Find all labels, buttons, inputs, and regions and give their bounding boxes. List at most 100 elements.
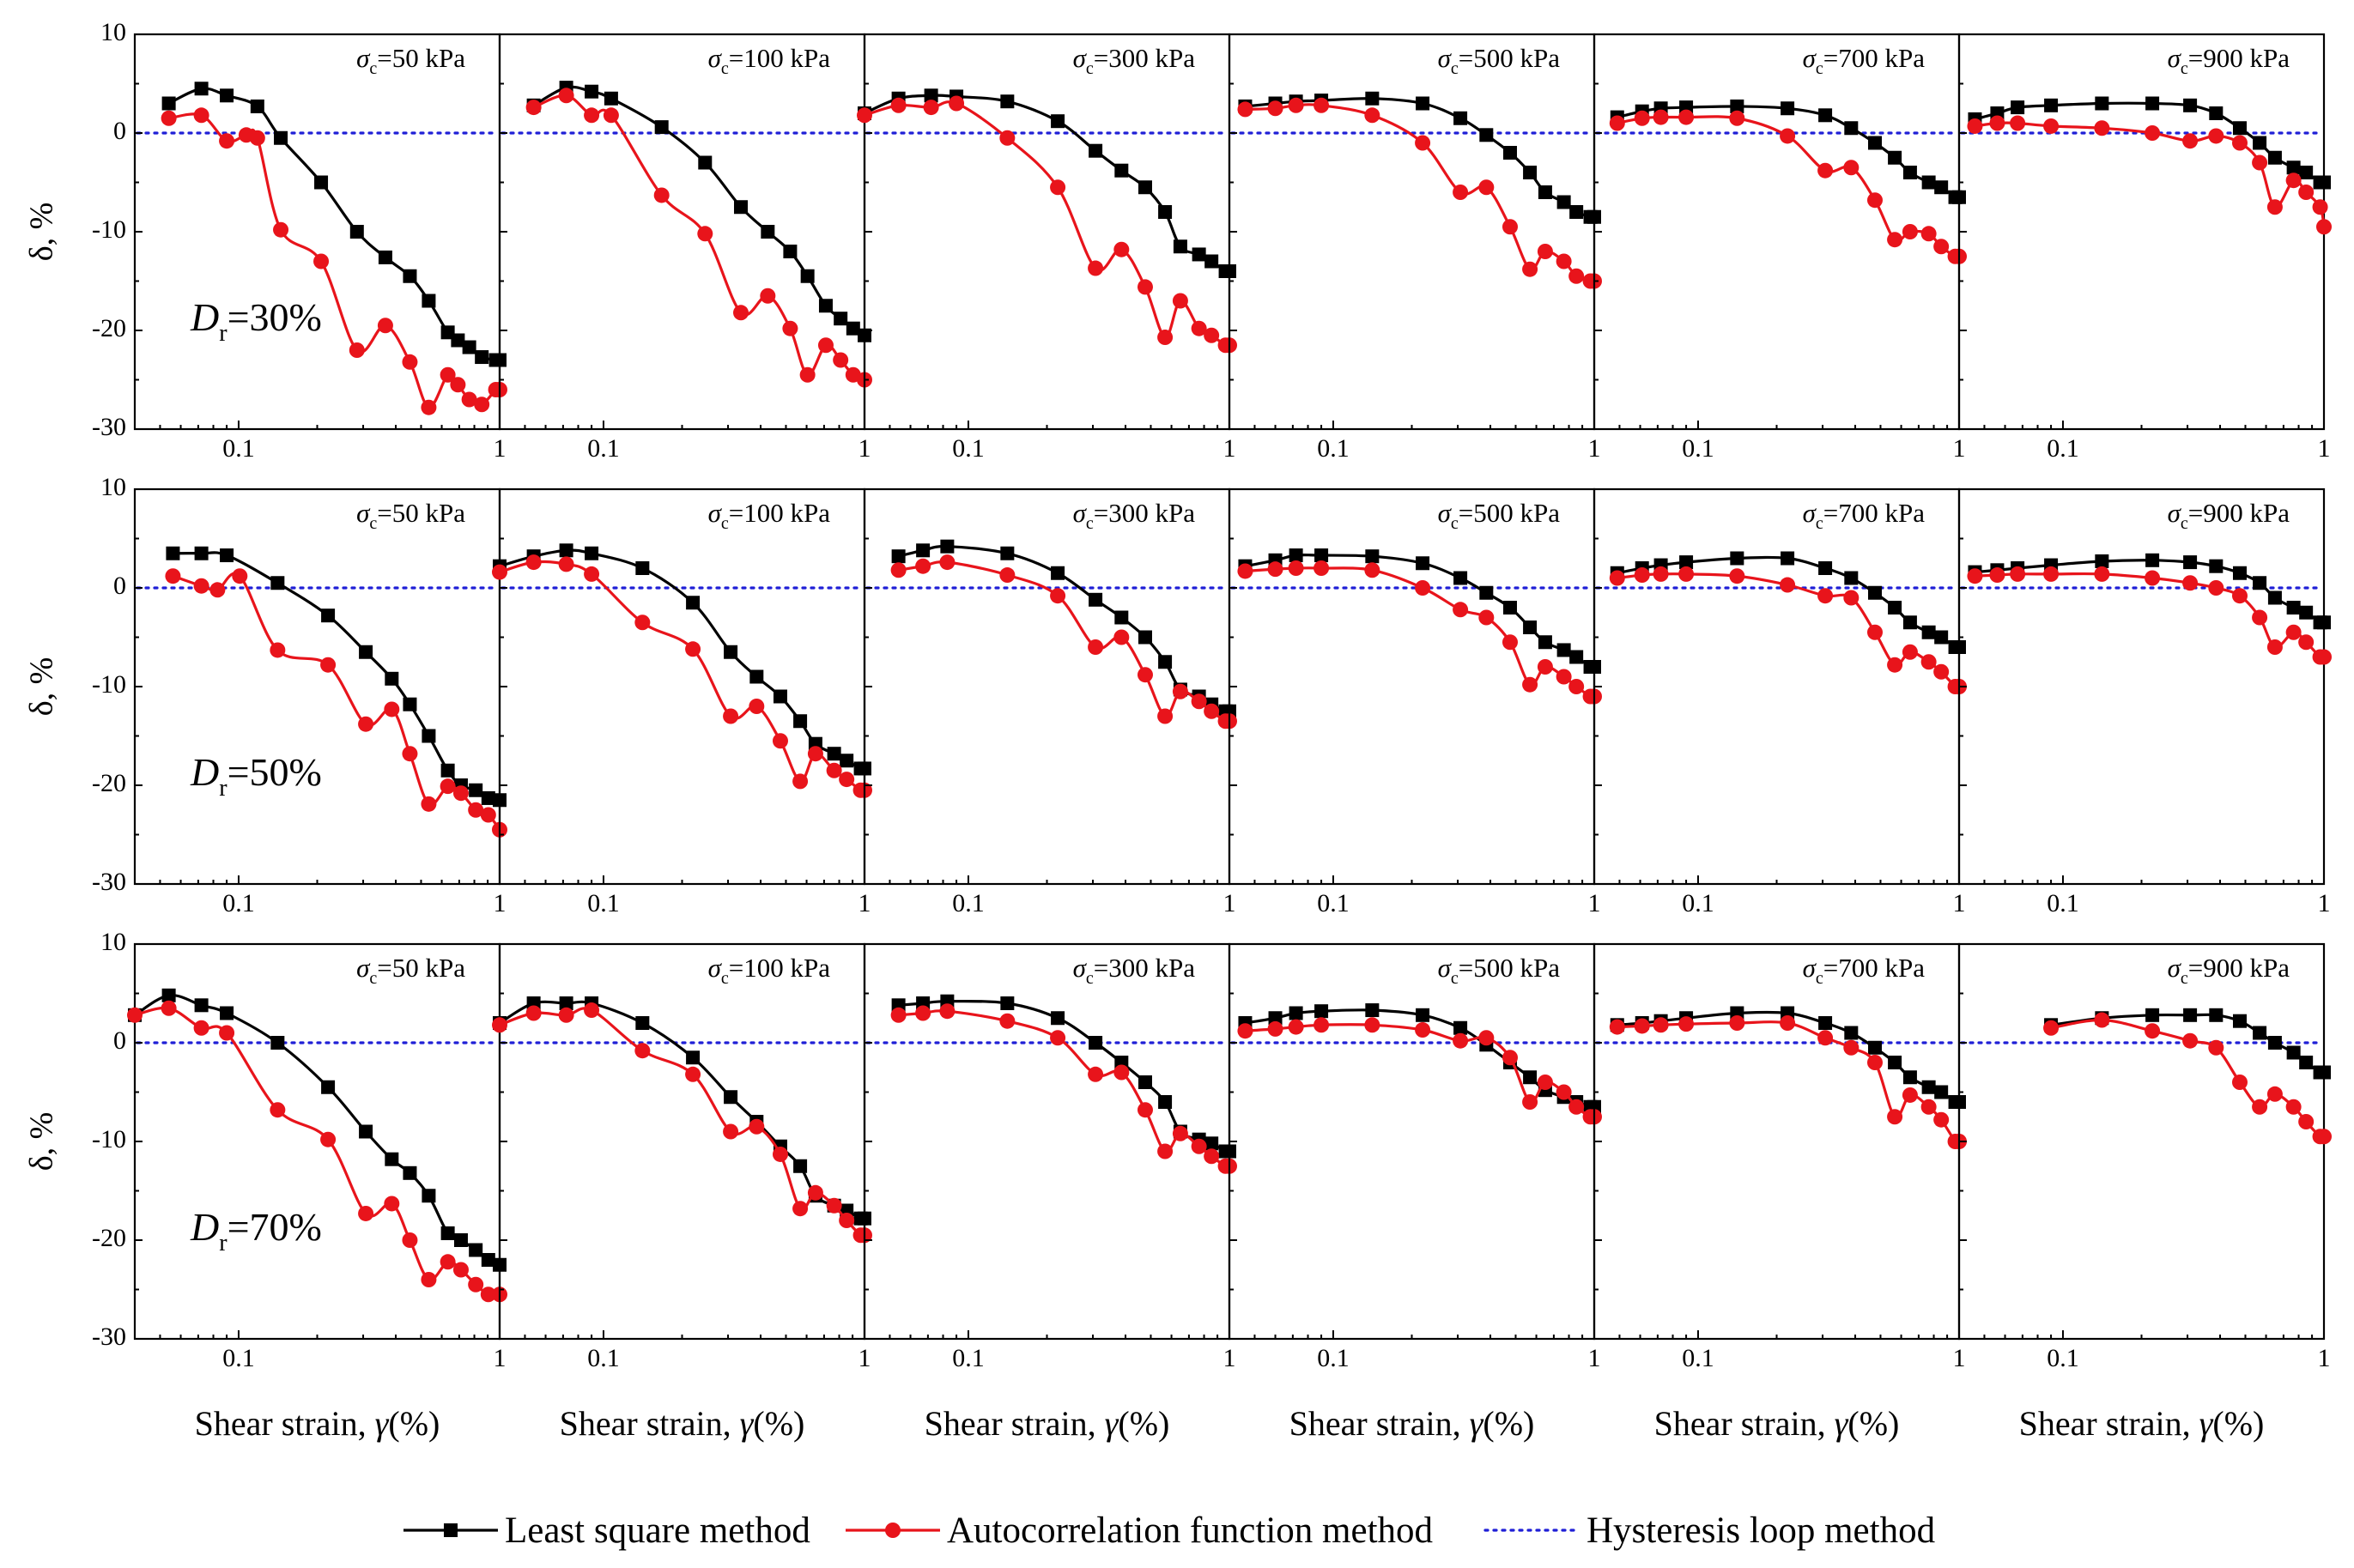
autocorrelation-point: [1989, 115, 2005, 131]
panel-title: σc=700 kPa: [1803, 43, 1926, 78]
y-tick-label: -30: [92, 413, 126, 441]
y-tick-label: -30: [92, 1323, 126, 1351]
autocorrelation-point: [358, 716, 374, 732]
autocorrelation-point: [492, 564, 507, 580]
least-square-point: [654, 120, 669, 135]
x-tick-label: 0.1: [1317, 889, 1350, 917]
least-square-series-line: [532, 85, 865, 337]
autocorrelation-point: [273, 221, 289, 238]
least-square-point: [1556, 643, 1571, 657]
least-square-point: [635, 561, 650, 575]
least-square-point: [1204, 254, 1219, 269]
autocorrelation-point: [450, 377, 466, 393]
autocorrelation-point: [558, 1007, 574, 1023]
row-dr-50: δ, % 10 0 -10 -20 -30 Dr=50% 0.1 1 σc=50 kPa 0.1 1 σ…: [24, 473, 2332, 917]
autocorrelation-point: [2316, 649, 2332, 665]
panel-50kpa: 0.1 1 σc=50 kPa Shear strain, γ(%): [127, 942, 507, 1443]
autocorrelation-point: [1157, 1143, 1174, 1159]
autocorrelation-point: [1364, 107, 1380, 124]
least-square-point: [166, 546, 180, 560]
x-tick-label: 1: [494, 1344, 507, 1372]
autocorrelation-point: [421, 1272, 437, 1287]
x-tick-label: 0.1: [587, 889, 620, 917]
autocorrelation-point: [358, 1205, 374, 1221]
least-square-point: [1523, 166, 1538, 179]
least-square-point: [2253, 576, 2267, 590]
autocorrelation-point: [584, 1002, 600, 1019]
autocorrelation-point: [1780, 577, 1796, 593]
autocorrelation-point: [1729, 1015, 1745, 1031]
autocorrelation-point: [461, 391, 477, 408]
autocorrelation-point: [1568, 679, 1585, 694]
least-square-point: [1453, 571, 1468, 585]
least-square-point: [161, 988, 176, 1002]
x-tick-label: 1: [2318, 889, 2331, 917]
y-tick-label: 0: [113, 117, 126, 145]
panel-frame: [1957, 487, 2326, 886]
autocorrelation-point: [999, 130, 1016, 146]
least-square-point: [1365, 1003, 1380, 1018]
autocorrelation-point: [1817, 588, 1834, 604]
autocorrelation-point: [949, 95, 965, 112]
legend-label: Least square method: [505, 1510, 810, 1551]
autocorrelation-point: [2285, 173, 2302, 189]
autocorrelation-point: [1780, 1015, 1796, 1031]
autocorrelation-point: [1314, 560, 1330, 576]
autocorrelation-point: [1568, 1099, 1585, 1115]
autocorrelation-point: [1050, 179, 1066, 196]
autocorrelation-point: [1634, 110, 1650, 126]
x-tick-label: 1: [2318, 1344, 2331, 1372]
least-square-point: [1934, 1085, 1949, 1099]
autocorrelation-point: [1920, 226, 1937, 242]
autocorrelation-point: [1609, 115, 1625, 131]
least-square-point: [1556, 195, 1571, 209]
autocorrelation-point: [1453, 185, 1469, 200]
autocorrelation-point: [1237, 563, 1253, 579]
autocorrelation-point: [584, 566, 600, 582]
autocorrelation-point: [2182, 133, 2199, 149]
x-axis-label: Shear strain, γ(%): [195, 1404, 440, 1443]
least-square-point: [1902, 615, 1917, 630]
autocorrelation-point: [402, 1232, 418, 1248]
least-square-point: [1479, 128, 1494, 142]
autocorrelation-point: [384, 701, 400, 717]
autocorrelation-point: [1172, 683, 1188, 699]
least-square-point: [2183, 98, 2198, 112]
autocorrelation-point: [219, 1025, 235, 1041]
least-square-point: [2317, 615, 2331, 630]
autocorrelation-point: [127, 1007, 143, 1023]
panel-900kpa: 0.1 1 σc=900 kPa: [1957, 487, 2332, 917]
least-square-point: [1781, 101, 1795, 116]
autocorrelation-point: [2145, 125, 2161, 141]
least-square-point: [453, 1233, 468, 1247]
autocorrelation-point: [749, 699, 765, 714]
least-square-point: [827, 747, 841, 761]
autocorrelation-point: [1453, 1032, 1469, 1049]
least-square-point: [698, 155, 713, 170]
autocorrelation-point: [857, 107, 872, 124]
y-axis-label: δ, %: [24, 203, 60, 262]
autocorrelation-point: [558, 88, 574, 104]
autocorrelation-point: [915, 1005, 931, 1021]
least-square-point: [161, 96, 176, 111]
autocorrelation-point: [1556, 669, 1572, 685]
autocorrelation-point: [1933, 239, 1950, 255]
autocorrelation-point: [772, 1146, 788, 1162]
autocorrelation-point: [1887, 232, 1903, 248]
least-square-point: [924, 88, 938, 103]
least-square-point: [1365, 549, 1380, 564]
autocorrelation-point: [1237, 101, 1253, 118]
autocorrelation-point: [2182, 575, 2199, 591]
panel-title: σc=300 kPa: [1073, 953, 1196, 988]
autocorrelation-point: [782, 320, 798, 336]
least-square-point: [2286, 601, 2301, 614]
least-square-point: [220, 548, 234, 563]
panel-title: σc=900 kPa: [2168, 953, 2290, 988]
y-tick-label: -10: [92, 215, 126, 244]
least-square-point: [1192, 247, 1206, 262]
autocorrelation-point: [1866, 192, 1883, 209]
least-square-point: [1730, 99, 1744, 113]
autocorrelation-point: [1204, 327, 1220, 343]
autocorrelation-series-line: [1245, 1023, 1595, 1119]
autocorrelation-point: [2208, 128, 2224, 144]
